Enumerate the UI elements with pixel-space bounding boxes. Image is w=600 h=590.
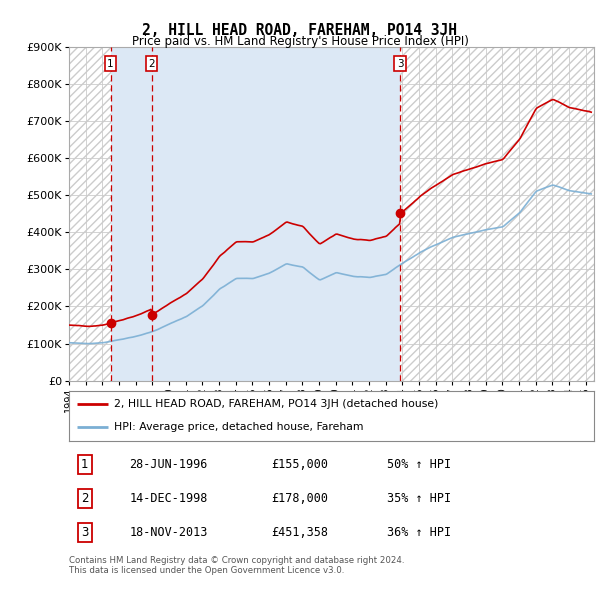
Bar — [110, 47, 400, 381]
Text: 1: 1 — [81, 458, 89, 471]
Text: 3: 3 — [81, 526, 88, 539]
Bar — [400, 47, 594, 381]
Text: 50% ↑ HPI: 50% ↑ HPI — [386, 458, 451, 471]
Bar — [69, 47, 110, 381]
Text: 28-JUN-1996: 28-JUN-1996 — [130, 458, 208, 471]
Text: 2, HILL HEAD ROAD, FAREHAM, PO14 3JH: 2, HILL HEAD ROAD, FAREHAM, PO14 3JH — [143, 23, 458, 38]
Text: 14-DEC-1998: 14-DEC-1998 — [130, 492, 208, 505]
Text: Contains HM Land Registry data © Crown copyright and database right 2024.: Contains HM Land Registry data © Crown c… — [69, 556, 404, 565]
Text: £155,000: £155,000 — [271, 458, 328, 471]
Text: £451,358: £451,358 — [271, 526, 328, 539]
Text: 2: 2 — [148, 59, 155, 69]
Text: 2: 2 — [81, 492, 89, 505]
Text: 3: 3 — [397, 59, 404, 69]
Text: HPI: Average price, detached house, Fareham: HPI: Average price, detached house, Fare… — [113, 422, 363, 432]
Text: 36% ↑ HPI: 36% ↑ HPI — [386, 526, 451, 539]
Text: £178,000: £178,000 — [271, 492, 328, 505]
Text: 18-NOV-2013: 18-NOV-2013 — [130, 526, 208, 539]
Text: 1: 1 — [107, 59, 114, 69]
Text: Price paid vs. HM Land Registry's House Price Index (HPI): Price paid vs. HM Land Registry's House … — [131, 35, 469, 48]
Text: 35% ↑ HPI: 35% ↑ HPI — [386, 492, 451, 505]
Text: This data is licensed under the Open Government Licence v3.0.: This data is licensed under the Open Gov… — [69, 566, 344, 575]
Text: 2, HILL HEAD ROAD, FAREHAM, PO14 3JH (detached house): 2, HILL HEAD ROAD, FAREHAM, PO14 3JH (de… — [113, 399, 438, 409]
